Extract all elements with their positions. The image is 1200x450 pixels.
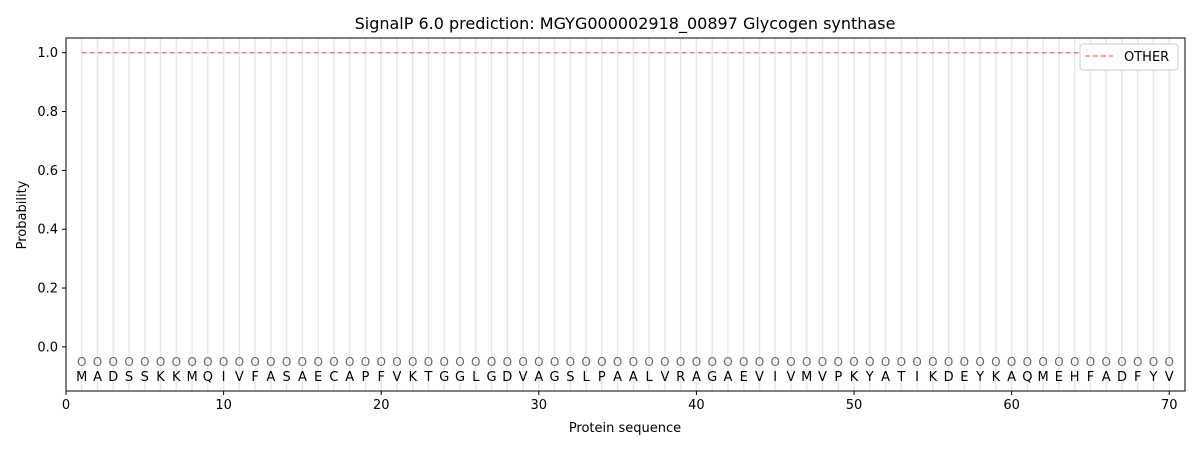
- residue-label: A: [534, 370, 543, 385]
- predicted-labels-row: OOOOOOOOOOOOOOOOOOOOOOOOOOOOOOOOOOOOOOOO…: [77, 355, 1174, 369]
- residue-label: A: [298, 370, 307, 385]
- residue-label: M: [801, 370, 812, 385]
- residue-label: T: [424, 370, 433, 385]
- residue-label: K: [929, 370, 938, 385]
- residue-label: V: [660, 370, 669, 385]
- residue-label: Y: [975, 370, 984, 385]
- axes-frame: [65, 37, 1186, 392]
- x-tick-label: 30: [531, 398, 548, 413]
- residue-label: K: [156, 370, 165, 385]
- x-axis-label: Protein sequence: [569, 421, 681, 436]
- residue-label: A: [1007, 370, 1016, 385]
- residue-label: A: [93, 370, 102, 385]
- residue-label: R: [676, 370, 685, 385]
- x-tick-label: 20: [373, 398, 390, 413]
- residue-label: P: [362, 370, 370, 385]
- x-tick-label: 60: [1003, 398, 1020, 413]
- residue-label: S: [125, 370, 133, 385]
- residue-label: M: [76, 370, 87, 385]
- residue-label: I: [915, 370, 919, 385]
- residue-label: A: [266, 370, 275, 385]
- residue-label: K: [850, 370, 859, 385]
- y-tick-label: 0.6: [37, 164, 58, 179]
- residue-label: M: [1038, 370, 1049, 385]
- residue-label: G: [550, 370, 560, 385]
- residue-label: A: [692, 370, 701, 385]
- residue-label: Y: [1149, 370, 1158, 385]
- residue-label: L: [582, 370, 590, 385]
- residue-label: E: [1055, 370, 1063, 385]
- residue-label: A: [345, 370, 354, 385]
- residue-label: V: [755, 370, 764, 385]
- residue-label: V: [519, 370, 528, 385]
- residue-label: E: [960, 370, 968, 385]
- residue-label: E: [314, 370, 322, 385]
- residue-label: V: [787, 370, 796, 385]
- residue-label: Q: [1022, 370, 1032, 385]
- y-tick-label: 0.2: [37, 282, 58, 297]
- residue-label: I: [773, 370, 777, 385]
- residue-label: D: [502, 370, 512, 385]
- residue-label: C: [329, 370, 338, 385]
- residue-label: V: [235, 370, 244, 385]
- residue-label: D: [1117, 370, 1127, 385]
- x-tick-label: 50: [846, 398, 863, 413]
- residue-label: V: [1165, 370, 1174, 385]
- residue-label: A: [613, 370, 622, 385]
- residue-label: E: [740, 370, 748, 385]
- residue-label: Q: [203, 370, 213, 385]
- x-tick-label: 0: [62, 398, 70, 413]
- y-tick-label: 0.0: [37, 340, 58, 355]
- residue-label: G: [486, 370, 496, 385]
- residue-label: F: [1134, 370, 1141, 385]
- legend-label-other: OTHER: [1124, 50, 1169, 65]
- y-tick-label: 1.0: [37, 46, 58, 61]
- residue-label: K: [172, 370, 181, 385]
- residue-label: F: [1087, 370, 1094, 385]
- residue-label: S: [566, 370, 574, 385]
- residue-label: T: [896, 370, 905, 385]
- residue-label: G: [455, 370, 465, 385]
- residue-label: F: [377, 370, 384, 385]
- chart-title: SignalP 6.0 prediction: MGYG000002918_00…: [355, 14, 896, 34]
- residue-label: M: [186, 370, 197, 385]
- residue-label: A: [881, 370, 890, 385]
- residue-label: H: [1070, 370, 1080, 385]
- residue-label: G: [707, 370, 717, 385]
- residue-label: V: [818, 370, 827, 385]
- residue-label: L: [646, 370, 654, 385]
- residue-label: A: [1102, 370, 1111, 385]
- residue-label: K: [992, 370, 1001, 385]
- x-tick-label: 10: [215, 398, 232, 413]
- residue-label: D: [944, 370, 954, 385]
- residue-label: D: [108, 370, 118, 385]
- residue-label: V: [393, 370, 402, 385]
- residue-label: P: [834, 370, 842, 385]
- y-axis-label: Probability: [15, 180, 30, 249]
- x-tick-label: 40: [688, 398, 705, 413]
- residue-label: L: [472, 370, 480, 385]
- residue-label: A: [723, 370, 732, 385]
- residue-label: F: [251, 370, 258, 385]
- residue-label: K: [408, 370, 417, 385]
- residue-label: G: [439, 370, 449, 385]
- x-tick-label: 70: [1161, 398, 1178, 413]
- residue-label: I: [222, 370, 226, 385]
- residue-label: S: [141, 370, 149, 385]
- legend: OTHER: [1079, 43, 1179, 71]
- residue-label: S: [283, 370, 291, 385]
- residue-label: A: [629, 370, 638, 385]
- residue-label: P: [598, 370, 606, 385]
- y-tick-label: 0.4: [37, 223, 58, 238]
- y-tick-label: 0.8: [37, 105, 58, 120]
- residue-label: Y: [865, 370, 874, 385]
- legend-box: [1079, 43, 1179, 71]
